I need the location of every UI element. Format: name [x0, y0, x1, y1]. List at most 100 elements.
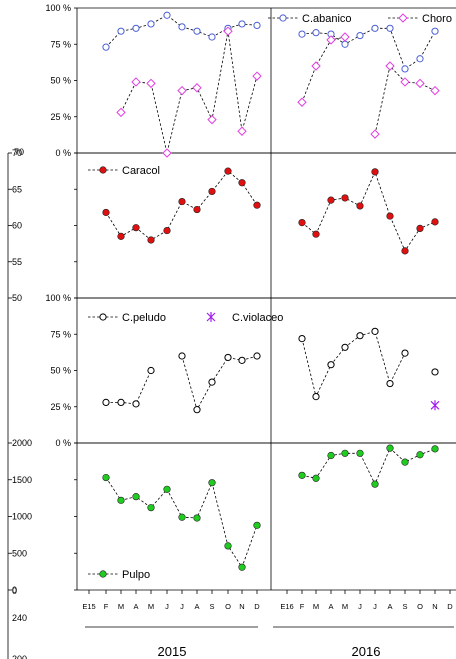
- data-point: [102, 208, 110, 217]
- y-tick-label: 0: [12, 585, 17, 595]
- x-tick-label: M: [118, 602, 124, 611]
- data-point: [431, 368, 439, 376]
- y-tick-label: 0: [12, 586, 17, 596]
- legend-label: Choro: [422, 13, 452, 25]
- legend-label: C.peludo: [122, 312, 166, 324]
- data-point: [401, 247, 409, 255]
- series-line: [106, 370, 152, 405]
- series-line: [105, 170, 258, 241]
- year-label: 2016: [352, 644, 381, 659]
- series-line: [105, 477, 258, 569]
- y-tick-label: 75 %: [50, 39, 71, 49]
- y-tick-label: 25 %: [50, 402, 71, 412]
- data-point: [341, 40, 349, 48]
- y-tick-label: 70: [12, 148, 22, 158]
- y-tick-label: 100 %: [45, 293, 71, 303]
- y-tick-label: 50 %: [50, 76, 71, 86]
- data-point: [178, 23, 186, 31]
- data-point: [223, 26, 233, 36]
- data-point: [430, 400, 440, 411]
- data-point: [297, 97, 307, 107]
- x-tick-label: F: [104, 602, 109, 611]
- legend-label: Caracol: [122, 165, 160, 177]
- data-point: [162, 148, 172, 158]
- x-tick-label: D: [254, 602, 260, 611]
- data-point: [356, 332, 364, 340]
- data-point: [430, 85, 440, 96]
- data-point: [327, 451, 335, 460]
- data-point: [371, 327, 379, 335]
- data-point: [252, 71, 262, 81]
- data-point: [386, 379, 394, 388]
- legend-marker: [398, 13, 408, 23]
- data-point: [356, 449, 364, 457]
- x-tick-label: A: [328, 602, 333, 611]
- data-point: [224, 542, 232, 550]
- y-tick-label: 1500: [12, 475, 32, 485]
- data-point: [431, 445, 439, 453]
- year-label: 2015: [158, 644, 187, 659]
- data-point: [224, 353, 232, 362]
- x-tick-label: S: [209, 602, 214, 611]
- data-point: [224, 167, 232, 175]
- data-point: [102, 43, 110, 51]
- data-point: [178, 352, 186, 360]
- data-point: [356, 202, 364, 210]
- data-point: [298, 335, 306, 343]
- x-tick-label: M: [342, 602, 348, 611]
- data-point: [132, 400, 140, 408]
- x-tick-label: M: [313, 602, 319, 611]
- data-point: [132, 224, 140, 232]
- data-point: [238, 20, 246, 28]
- legend-label: Pulpo: [122, 569, 150, 581]
- data-point: [178, 513, 186, 521]
- data-point: [237, 126, 247, 136]
- y-tick-label: 55: [12, 257, 22, 267]
- data-point: [371, 24, 379, 32]
- data-point: [163, 11, 171, 19]
- data-point: [385, 61, 395, 71]
- y-tick-label: 500: [12, 548, 27, 558]
- y-tick-label: 75 %: [50, 329, 71, 339]
- y-tick-label: 70: [14, 147, 24, 157]
- data-point: [371, 168, 379, 176]
- legend-marker: [99, 166, 107, 174]
- x-tick-label: E15: [82, 602, 95, 611]
- data-point: [147, 366, 155, 375]
- data-point: [193, 514, 201, 522]
- data-point: [208, 479, 216, 487]
- data-point: [177, 85, 187, 96]
- y-tick-label: 65: [12, 184, 22, 194]
- data-point: [102, 398, 110, 406]
- data-point: [400, 77, 410, 87]
- y-tick-label: 200: [12, 654, 27, 659]
- x-tick-label: J: [165, 602, 169, 611]
- data-point: [312, 474, 320, 482]
- data-point: [131, 77, 141, 87]
- data-point: [178, 197, 186, 206]
- data-point: [327, 361, 335, 369]
- data-point: [238, 563, 246, 571]
- data-point: [238, 356, 246, 364]
- data-point: [208, 378, 216, 386]
- data-point: [416, 224, 424, 232]
- legend-label: C.violaceo: [232, 312, 283, 324]
- data-point: [311, 61, 321, 71]
- data-point: [116, 107, 126, 118]
- x-tick-label: A: [194, 602, 199, 611]
- data-point: [370, 129, 380, 139]
- data-point: [340, 32, 350, 42]
- x-tick-label: E16: [280, 602, 293, 611]
- x-tick-label: A: [133, 602, 138, 611]
- series-line: [301, 447, 436, 486]
- data-point: [341, 343, 349, 351]
- data-point: [312, 393, 320, 401]
- x-tick-label: N: [239, 602, 244, 611]
- y-tick-label: 25 %: [50, 112, 71, 122]
- x-tick-label: O: [225, 602, 231, 611]
- data-point: [326, 35, 336, 45]
- data-point: [298, 30, 306, 38]
- data-point: [401, 349, 409, 357]
- x-tick-label: O: [417, 602, 423, 611]
- y-tick-label: 100 %: [45, 3, 71, 13]
